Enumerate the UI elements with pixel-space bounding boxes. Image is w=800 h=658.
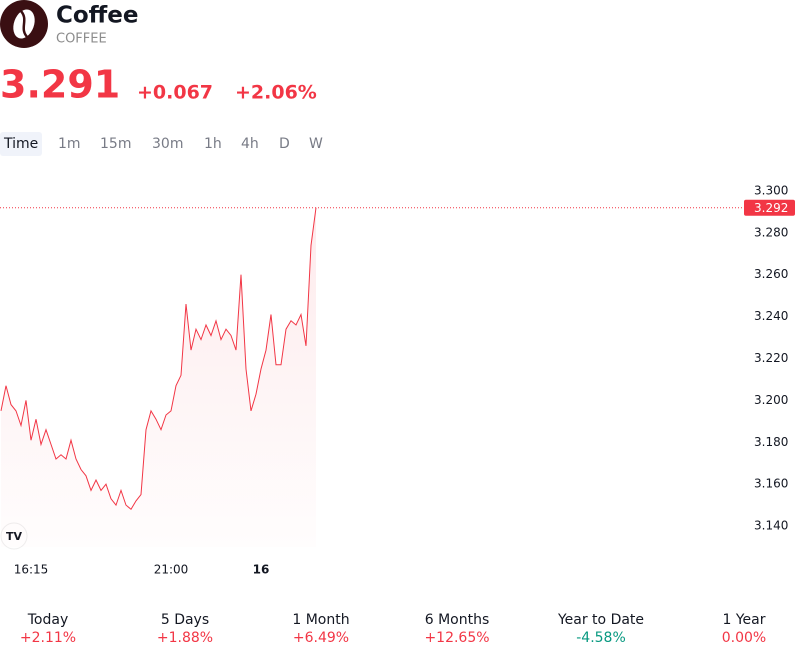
symbol-ticker: COFFEE: [56, 32, 107, 47]
price-change-percent: +2.06%: [235, 82, 317, 104]
price-change: +0.067: [137, 82, 213, 104]
y-tick-label: 3.240: [754, 309, 788, 323]
period-label[interactable]: 1 Month: [292, 612, 349, 628]
logo: [0, 0, 48, 48]
period-change: +1.88%: [157, 630, 213, 646]
line: [0, 207, 317, 511]
symbol-name: Coffee: [56, 3, 139, 29]
price: 3.291: [0, 63, 120, 107]
y-tick-label: 3.220: [754, 351, 788, 365]
period-label[interactable]: Today: [27, 612, 69, 628]
last-price-box: [744, 199, 795, 216]
x-tick-label: 21:00: [154, 563, 189, 577]
x-tick-label: 16: [253, 563, 270, 577]
timeframe-tab[interactable]: Time: [3, 136, 38, 152]
timeframe-tab[interactable]: D: [279, 136, 290, 152]
y-tick-label: 3.280: [754, 225, 788, 239]
y-tick-label: 3.140: [754, 519, 788, 533]
timeframe-tab[interactable]: 4h: [241, 136, 259, 152]
y-tick-label: 3.180: [754, 435, 788, 449]
y-tick-label: 3.300: [754, 183, 788, 197]
timeframe-tab[interactable]: 15m: [100, 136, 131, 152]
y-tick-label: 3.260: [754, 267, 788, 281]
period-label[interactable]: 6 Months: [425, 612, 490, 628]
period-change: 0.00%: [722, 630, 766, 646]
area: [1, 207, 316, 547]
period-change: +6.49%: [293, 630, 349, 646]
period-change: +2.11%: [20, 630, 76, 646]
y-tick-label: 3.200: [754, 393, 788, 407]
period-label[interactable]: Year to Date: [557, 612, 644, 628]
timeframe-tab[interactable]: 30m: [152, 136, 183, 152]
timeframe-tab[interactable]: 1m: [58, 136, 81, 152]
period-label[interactable]: 1 Year: [723, 612, 766, 628]
last-price-label: 3.292: [754, 201, 788, 215]
active-tab-bg: [0, 132, 42, 156]
period-change: +12.65%: [424, 630, 489, 646]
x-tick-label: 16:15: [14, 563, 49, 577]
period-label[interactable]: 5 Days: [161, 612, 209, 628]
timeframe-tab[interactable]: 1h: [204, 136, 222, 152]
y-tick-label: 3.160: [754, 477, 788, 491]
period-change: -4.58%: [576, 630, 626, 646]
timeframe-tab[interactable]: W: [309, 136, 323, 152]
